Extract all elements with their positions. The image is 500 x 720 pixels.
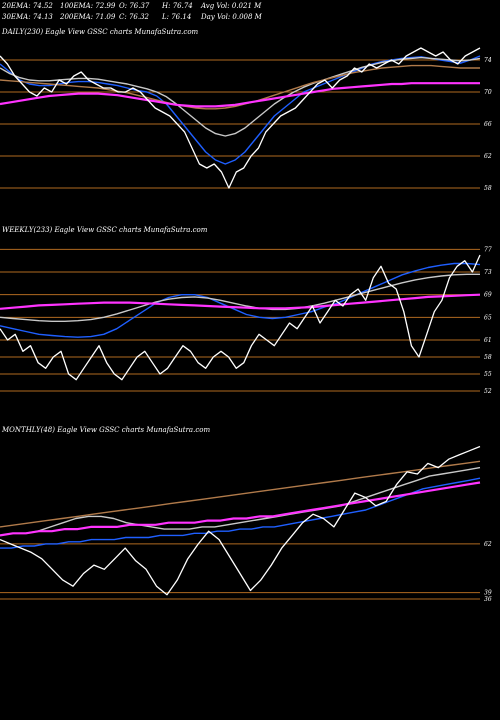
ema200-readout: 200EMA: 71.09 <box>60 13 116 21</box>
weekly-tick-label: 69 <box>484 292 492 299</box>
monthly-series-price <box>0 445 481 596</box>
weekly-chart-title: WEEKLY(233) Eagle View GSSC charts Munaf… <box>2 226 208 234</box>
daily-chart-title: DAILY(230) Eagle View GSSC charts Munafa… <box>2 28 199 36</box>
ema100-readout: 100EMA: 72.99 <box>60 2 116 10</box>
daily-series-ema-200 <box>0 82 480 108</box>
monthly-tick-label: 39 <box>484 590 492 597</box>
daily-tick-label: 62 <box>484 153 492 160</box>
weekly-series-price <box>0 254 481 381</box>
monthly-tick-label: 36 <box>484 596 492 603</box>
weekly-series-ema-20 <box>0 262 481 338</box>
daily-series-ema-30 <box>0 56 481 137</box>
daily-series-price <box>0 47 481 189</box>
daily-series-ema-20 <box>0 55 481 165</box>
high-readout: H: 76.74 <box>162 2 193 10</box>
weekly-tick-label: 77 <box>484 246 492 253</box>
daily-tick-label: 58 <box>484 185 492 192</box>
open-readout: O: 76.37 <box>119 2 150 10</box>
day-vol-readout: Day Vol: 0.008 M <box>201 13 262 21</box>
low-readout: L: 76.14 <box>162 13 192 21</box>
avg-vol-readout: Avg Vol: 0.021 M <box>201 2 262 10</box>
weekly-tick-label: 58 <box>484 354 492 361</box>
monthly-series-ema-100 <box>0 460 481 528</box>
daily-series-ema-100 <box>0 64 480 110</box>
weekly-tick-label: 55 <box>484 371 492 378</box>
weekly-series-ema-200 <box>0 293 481 310</box>
monthly-series-ema-20 <box>0 477 481 549</box>
weekly-series-ema-30 <box>0 273 480 323</box>
weekly-tick-label: 65 <box>484 314 492 321</box>
monthly-chart-title: MONTHLY(48) Eagle View GSSC charts Munaf… <box>2 426 211 434</box>
daily-tick-label: 74 <box>484 57 492 64</box>
weekly-tick-label: 52 <box>484 388 492 395</box>
monthly-series-ema-200 <box>0 481 481 537</box>
daily-tick-label: 70 <box>484 89 492 96</box>
ema20-readout: 20EMA: 74.52 <box>2 2 53 10</box>
weekly-tick-label: 61 <box>484 337 492 344</box>
weekly-tick-label: 73 <box>484 269 492 276</box>
daily-chart: 74 70 66 62 58 <box>0 47 492 192</box>
close-readout: C: 76.32 <box>119 13 149 21</box>
monthly-tick-label: 62 <box>484 541 492 548</box>
daily-tick-label: 66 <box>484 121 492 128</box>
weekly-chart: 77 73 69 65 61 58 55 52 <box>0 246 492 395</box>
ema30-readout: 30EMA: 74.13 <box>2 13 53 21</box>
monthly-series-ema-30 <box>0 466 481 537</box>
